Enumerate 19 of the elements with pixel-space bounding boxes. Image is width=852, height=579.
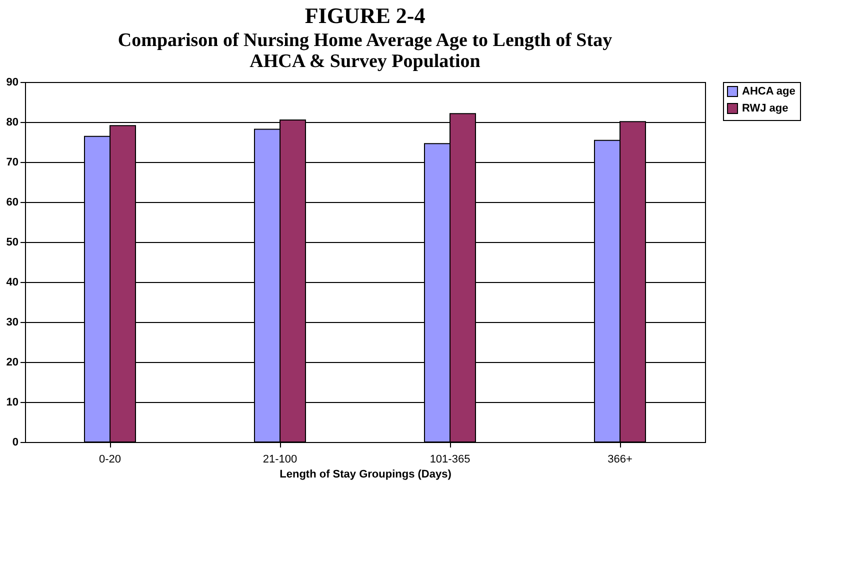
x-tick-label: 101-365 <box>430 454 470 466</box>
y-tick-label: 50 <box>6 236 18 248</box>
y-tick-label: 20 <box>6 356 18 368</box>
x-tick-label: 21-100 <box>262 454 298 466</box>
x-tick-label: 366+ <box>608 454 632 466</box>
y-tick-label: 80 <box>6 116 18 128</box>
legend-label: AHCA age <box>742 86 796 98</box>
y-tick-label: 0 <box>12 436 18 448</box>
legend-label: RWJ age <box>742 102 788 114</box>
y-tick-label: 10 <box>6 396 18 408</box>
y-tick-label: 60 <box>6 196 18 208</box>
y-tick-label: 40 <box>6 276 18 288</box>
y-tick-label: 90 <box>6 76 18 88</box>
y-tick-label: 70 <box>6 156 18 168</box>
chart-subtitle: Comparison of Nursing Home Average Age to Length of Stay AHCA & Survey Population <box>118 30 613 72</box>
x-axis-title: Length of Stay Groupings (Days) <box>280 468 452 480</box>
chart-title: FIGURE 2-4 <box>304 3 426 28</box>
y-tick-label: 30 <box>6 316 18 328</box>
x-tick-label: 0-20 <box>98 454 122 466</box>
